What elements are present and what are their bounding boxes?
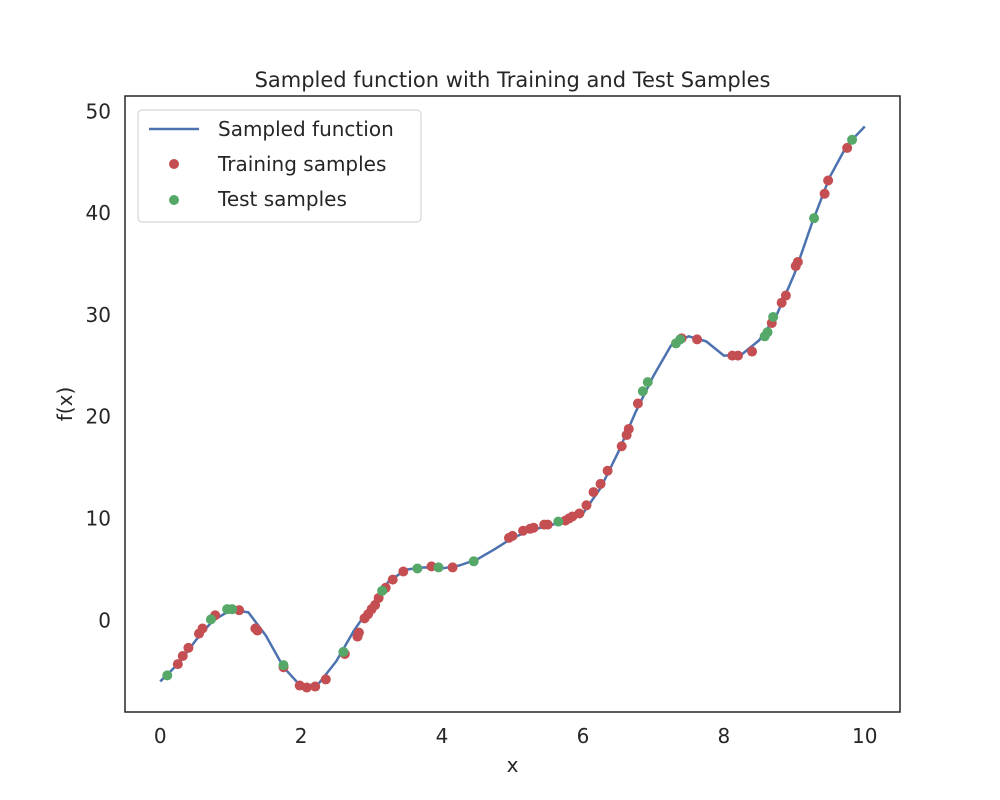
legend-label-training-samples: Training samples — [217, 152, 386, 176]
training-sample-point — [819, 188, 830, 199]
training-sample-point — [632, 398, 643, 409]
training-sample-point — [197, 623, 208, 634]
training-sample-point — [447, 562, 458, 573]
y-tick-label: 20 — [86, 405, 111, 429]
training-sample-point — [792, 256, 803, 267]
training-sample-point — [172, 659, 183, 670]
test-sample-point — [675, 334, 686, 345]
y-axis-label: f(x) — [53, 387, 77, 421]
axes-frame — [124, 95, 901, 713]
test-sample-point — [637, 386, 648, 397]
training-sample-point — [301, 682, 312, 693]
legend-training-marker — [169, 159, 179, 169]
training-sample-point — [732, 350, 743, 361]
y-tick-label: 40 — [86, 201, 111, 225]
y-tick-label: 50 — [86, 99, 111, 123]
y-axis-ticks: 0 10 20 30 40 50 — [86, 99, 111, 632]
training-sample-point — [616, 441, 627, 452]
y-tick-label: 10 — [86, 507, 111, 531]
test-sample-point — [809, 213, 820, 224]
legend-label-test-samples: Test samples — [217, 187, 347, 211]
y-tick-label: 30 — [86, 303, 111, 327]
legend-box — [137, 109, 422, 223]
test-sample-point — [377, 585, 388, 596]
training-sample-point — [692, 334, 703, 345]
test-sample-point — [278, 660, 289, 671]
training-sample-point — [780, 290, 791, 301]
test-sample-point — [642, 377, 653, 388]
chart-title: Sampled function with Training and Test … — [255, 68, 771, 92]
x-axis-ticks: 0 2 4 6 8 10 — [154, 724, 878, 748]
training-sample-point — [507, 530, 518, 541]
training-sample-point — [842, 142, 853, 153]
training-sample-point — [595, 478, 606, 489]
test-sample-point — [205, 614, 216, 625]
plot-area — [159, 125, 866, 693]
legend: Sampled function Training samples Test s… — [137, 109, 422, 223]
test-sample-point — [162, 670, 173, 681]
training-sample-point — [542, 519, 553, 530]
x-tick-label: 0 — [154, 724, 167, 748]
test-sample-point — [433, 562, 444, 573]
training-sample-point — [387, 574, 398, 585]
training-sample-point — [623, 423, 634, 434]
training-sample-point — [177, 651, 188, 661]
test-sample-point — [227, 604, 238, 615]
training-sample-point — [747, 346, 758, 357]
legend-label-sampled-function: Sampled function — [218, 117, 394, 141]
test-sample-point — [412, 563, 423, 574]
test-sample-point — [468, 556, 479, 567]
legend-test-marker — [169, 195, 179, 205]
training-sample-point — [528, 522, 539, 533]
training-sample-point — [823, 175, 834, 186]
test-sample-point — [762, 327, 773, 338]
x-tick-label: 10 — [852, 724, 877, 748]
training-sample-point — [574, 508, 585, 519]
test-sample-point — [338, 646, 349, 657]
training-sample-point — [252, 625, 263, 636]
x-tick-label: 6 — [577, 724, 590, 748]
training-sample-point — [398, 566, 409, 577]
training-sample-point — [320, 674, 331, 685]
x-tick-label: 4 — [436, 724, 449, 748]
y-tick-label: 0 — [98, 608, 111, 632]
training-sample-point — [353, 627, 364, 638]
test-sample-point — [847, 134, 858, 145]
training-sample-point — [602, 465, 613, 476]
x-axis-label: x — [507, 753, 519, 777]
test-sample-point — [768, 311, 779, 322]
training-sample-point — [310, 681, 321, 692]
test-sample-point — [553, 516, 564, 527]
x-tick-label: 8 — [717, 724, 730, 748]
training-sample-point — [581, 500, 592, 511]
x-tick-label: 2 — [295, 724, 308, 748]
training-sample-point — [183, 642, 194, 653]
training-sample-point — [588, 487, 599, 498]
